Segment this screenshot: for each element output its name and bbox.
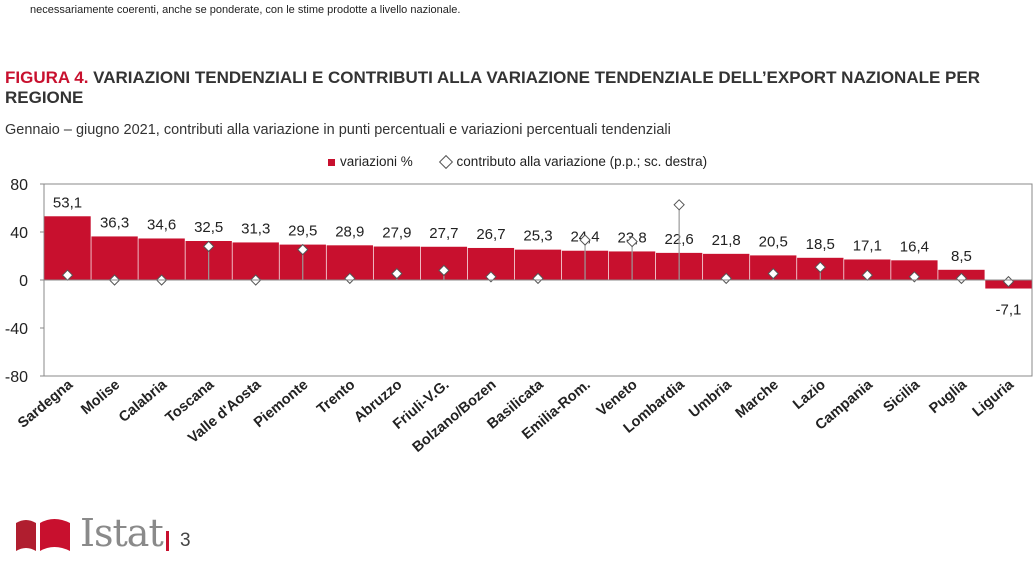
data-label: 34,6 [147,216,176,233]
contribution-marker [626,235,638,248]
data-label: 25,3 [523,228,552,245]
contribution-marker [579,234,591,246]
data-label: 18,5 [806,236,835,253]
legend-diamond-label: contributo alla variazione (p.p.; sc. de… [456,154,708,169]
contribution-marker [673,199,685,211]
data-label: 36,3 [100,214,129,231]
contribution-marker [908,271,921,283]
bar [232,242,279,280]
figure-title: FIGURA 4. VARIAZIONI TENDENZIALI E CONTR… [5,68,1033,108]
legend-bar-label: variazioni % [340,154,413,169]
bar [138,238,185,280]
data-label: 31,3 [241,220,270,237]
page-number: 3 [180,530,191,551]
y-tick-label: 40 [10,225,28,242]
data-label: 21,8 [712,232,741,249]
figure-subtitle: Gennaio – giugno 2021, contributi alla v… [5,122,671,138]
contribution-marker [814,261,826,273]
istat-logo-icon [16,519,70,551]
data-label: 29,5 [288,223,317,240]
contribution-marker [767,267,779,280]
y-tick-label: 0 [19,273,28,290]
figure-label: FIGURA 4. [5,68,89,87]
data-label: -7,1 [996,302,1022,319]
contribution-marker [955,272,968,285]
contribution-marker [202,240,215,253]
footnote-text: necessariamente coerenti, anche se ponde… [30,4,461,16]
contribution-marker [532,272,544,285]
category-label: Calabria [116,376,171,426]
contribution-marker [297,243,309,256]
y-tick-label: -80 [5,369,28,386]
category-label: Molise [78,377,123,418]
contribution-marker [344,272,356,285]
contribution-marker [720,272,732,285]
category-label: Lazio [790,377,829,413]
category-label: Sicilia [881,376,924,416]
bar [44,216,91,280]
data-label: 27,9 [382,225,411,242]
bar [891,260,938,280]
category-label: Puglia [926,376,970,417]
category-label: Bolzano/Bozen [410,377,500,456]
category-label: Umbria [686,376,735,421]
category-label: Liguria [970,376,1018,420]
legend-bar-swatch [328,158,335,166]
data-label: 28,9 [335,223,364,240]
data-label: 53,1 [53,194,82,211]
data-label: 32,5 [194,219,223,236]
figure-title-text: VARIAZIONI TENDENZIALI E CONTRIBUTI ALLA… [5,68,981,107]
data-label: 8,5 [951,248,972,265]
brand-name: Istat [80,511,164,555]
contribution-marker [438,264,450,277]
data-label: 16,4 [900,238,929,255]
y-tick-label: -40 [5,321,28,338]
data-label: 26,7 [476,226,505,243]
data-label: 17,1 [853,237,882,254]
contribution-marker [485,271,497,283]
bar-chart: 80400-40-8053,1Sardegna36,3Molise34,6Cal… [5,177,1033,456]
footer-separator [166,531,169,551]
category-label: Trento [314,377,358,418]
contribution-marker [391,267,403,280]
chart-legend: variazioni % contributo alla variazione … [328,154,708,170]
data-label: 20,5 [759,233,788,250]
data-label: 27,7 [429,225,458,242]
category-label: Marche [733,377,782,422]
legend-diamond-icon [438,155,453,170]
bar [91,236,138,280]
y-tick-label: 80 [10,177,28,194]
